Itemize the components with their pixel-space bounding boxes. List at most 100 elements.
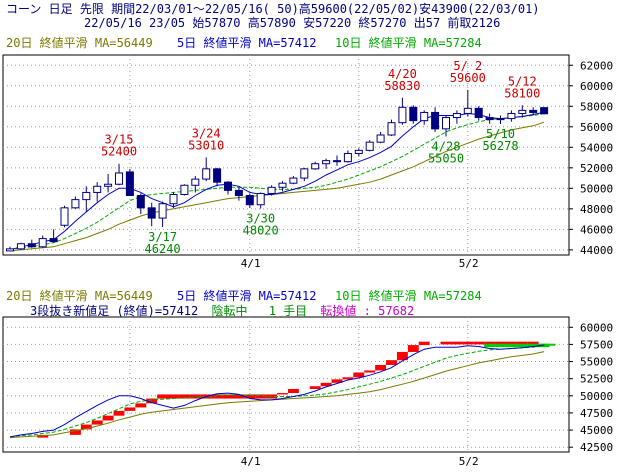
candlestick xyxy=(125,168,134,197)
upper-y-tick-label: 50000 xyxy=(580,182,613,195)
candle-body xyxy=(93,185,102,193)
candlestick xyxy=(463,89,472,117)
candlestick xyxy=(343,150,352,163)
up-box xyxy=(309,386,321,389)
candlestick xyxy=(180,184,189,196)
candlestick xyxy=(496,115,505,124)
candlesticks xyxy=(6,89,549,252)
candle-body xyxy=(398,106,407,124)
up-box xyxy=(495,341,506,345)
lower-moving-averages xyxy=(9,344,545,439)
lower-y-axis: 42500 45000 47500 50000 52500 55000 57500 60000 xyxy=(569,321,613,454)
annotation-date: 4/28 xyxy=(432,140,461,154)
up-box xyxy=(505,341,517,345)
up-box xyxy=(277,393,288,395)
candlestick xyxy=(485,113,494,124)
annotation-date: 3/30 xyxy=(246,212,275,226)
candlestick xyxy=(540,107,549,115)
upper-x-tick-label: 4/1 xyxy=(241,257,261,270)
candle-body xyxy=(300,168,309,179)
line-break-switch: 転換値 : 57682 xyxy=(320,303,414,318)
lower-y-tick-label: 42500 xyxy=(580,441,613,454)
up-box xyxy=(233,394,245,399)
up-box xyxy=(396,351,408,361)
annotation-date: 5/ 2 xyxy=(453,59,482,73)
candle-body xyxy=(125,171,134,197)
candlestick xyxy=(147,202,156,227)
line-break-state: 陰転中 xyxy=(211,303,247,318)
candle-body xyxy=(463,107,472,114)
ma20-line xyxy=(9,121,545,252)
candle-body xyxy=(16,243,25,250)
candle-body xyxy=(6,248,14,252)
candle-body xyxy=(452,112,461,119)
up-box xyxy=(255,394,267,399)
upper-y-tick-label: 52000 xyxy=(580,162,613,175)
candlestick xyxy=(376,131,385,144)
up-box xyxy=(484,341,496,345)
candlestick xyxy=(518,105,527,118)
candle-body xyxy=(529,109,538,113)
candlestick xyxy=(431,107,440,132)
candle-body xyxy=(496,118,505,121)
ma10-line xyxy=(9,113,545,251)
down-box xyxy=(516,343,528,348)
up-box xyxy=(178,394,190,399)
upper-y-axis: 44000 46000 48000 50000 52000 54000 56000 58000… xyxy=(569,59,613,257)
candlestick xyxy=(398,97,407,125)
lower-y-tick-label: 47500 xyxy=(580,407,613,420)
up-box xyxy=(407,345,419,352)
down-box xyxy=(484,343,496,348)
candlestick xyxy=(256,192,265,209)
upper-y-tick-label: 46000 xyxy=(580,223,613,236)
candle-body xyxy=(71,199,80,209)
lower-y-tick-label: 55000 xyxy=(580,356,613,369)
candlestick xyxy=(71,196,80,209)
up-box xyxy=(189,394,201,399)
upper-x-tick-label: 5/2 xyxy=(459,257,479,270)
up-box xyxy=(168,394,179,399)
candlestick xyxy=(49,229,58,243)
candlestick xyxy=(311,161,320,170)
candlestick xyxy=(104,173,113,193)
up-box xyxy=(37,434,49,438)
upper-y-tick-label: 54000 xyxy=(580,141,613,154)
candle-body xyxy=(27,243,36,248)
upper-y-tick-label: 56000 xyxy=(580,121,613,134)
line-break-info: 3段抜き新値足 (終値)=57412 陰転中 1 手目 転換値 : 57682 xyxy=(30,303,414,318)
candle-body xyxy=(169,193,178,205)
lower-y-tick-label: 50000 xyxy=(580,390,613,403)
candlestick xyxy=(234,187,243,201)
candle-body xyxy=(365,141,374,151)
candlestick xyxy=(6,246,14,252)
lower-x-tick-label: 5/2 xyxy=(459,455,479,468)
up-box xyxy=(135,403,147,408)
candle-body xyxy=(256,192,265,206)
ma10-line-lower xyxy=(9,345,545,438)
down-box xyxy=(495,343,506,348)
up-box xyxy=(462,341,474,345)
candlestick xyxy=(16,242,25,250)
upper-y-tick-label: 60000 xyxy=(580,80,613,93)
candle-body xyxy=(322,160,331,165)
candlestick xyxy=(191,176,200,193)
candlestick xyxy=(38,235,47,248)
up-box xyxy=(287,388,299,394)
up-box xyxy=(364,370,376,373)
down-box xyxy=(505,343,517,348)
up-box xyxy=(440,341,452,345)
up-box xyxy=(386,360,397,365)
candlestick xyxy=(136,193,145,214)
candlestick xyxy=(27,239,36,248)
candle-body xyxy=(147,207,156,219)
lower-y-tick-label: 60000 xyxy=(580,321,613,334)
candlestick xyxy=(289,176,298,185)
legend-ma20: 20日 終値平滑 MA=56449 xyxy=(6,35,153,50)
candle-body xyxy=(278,182,287,188)
up-box xyxy=(418,341,430,346)
upper-y-tick-label: 58000 xyxy=(580,100,613,113)
candle-body xyxy=(311,163,320,170)
up-box xyxy=(113,410,125,416)
